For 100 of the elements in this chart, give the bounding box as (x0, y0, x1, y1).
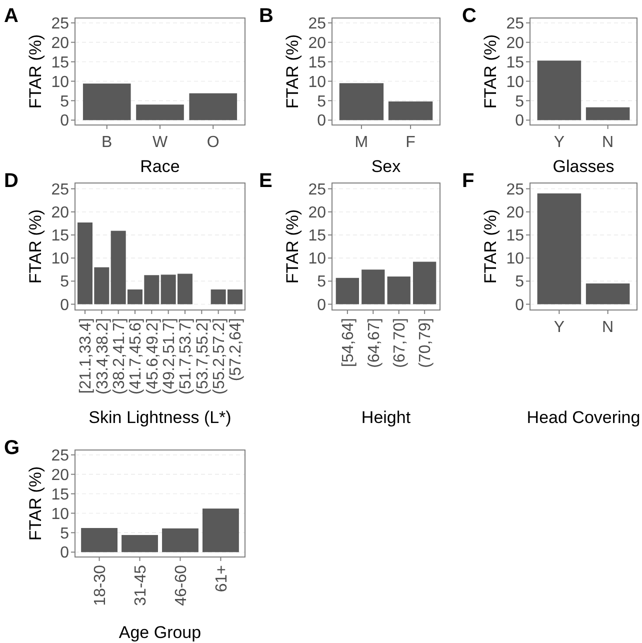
y-tick-label: 10 (51, 74, 70, 91)
y-tick-label: 10 (506, 250, 524, 268)
y-tick-label: 15 (51, 486, 70, 504)
y-tick-label: 5 (317, 274, 326, 291)
x-tick-label: 18-30 (92, 564, 109, 606)
x-tick-label: (49.2,51.7] (160, 318, 178, 394)
x-axis-title: Skin Lightness (L*) (88, 408, 232, 427)
y-tick-label: 15 (506, 228, 524, 245)
y-tick-label: 0 (60, 296, 70, 314)
bar (387, 276, 410, 304)
chart-title: G (4, 437, 20, 459)
y-tick-label: 10 (308, 74, 326, 91)
y-tick-label: 15 (51, 54, 70, 72)
y-tick-label: 20 (308, 34, 326, 52)
x-tick-label: (45.6,49.2] (144, 318, 162, 394)
y-axis-title: FTAR (%) (26, 466, 45, 541)
x-tick-label: 31-45 (132, 564, 150, 606)
x-axis-title: Glasses (552, 157, 614, 176)
chart-title: D (4, 170, 18, 192)
x-axis-title: Head Covering (526, 408, 640, 427)
chart-title: B (259, 5, 274, 27)
x-tick-label: [21.1,33.4] (78, 318, 95, 394)
bar (82, 84, 131, 120)
y-tick-label: 20 (51, 466, 70, 484)
x-tick-label: N (602, 134, 614, 151)
chart-title: C (462, 5, 476, 27)
y-tick-label: 10 (51, 506, 70, 523)
chart-title: F (462, 170, 474, 192)
x-tick-label: N (602, 319, 614, 336)
y-tick-label: 20 (51, 204, 70, 222)
y-tick-label: 25 (506, 181, 524, 198)
x-tick-label: M (354, 134, 368, 151)
y-axis-title: FTAR (%) (283, 209, 302, 284)
y-axis-title: FTAR (%) (283, 34, 302, 109)
x-tick-label: (41.7,45.6] (128, 318, 145, 394)
y-tick-label: 5 (60, 525, 70, 542)
x-tick-label: (70,79] (417, 318, 434, 368)
y-axis-title: FTAR (%) (26, 34, 45, 109)
y-axis-title: FTAR (%) (481, 34, 500, 109)
chart-title: E (259, 170, 272, 192)
y-tick-label: 15 (506, 54, 524, 72)
y-tick-label: 25 (308, 181, 326, 198)
x-tick-label: F (406, 134, 416, 151)
y-tick-label: 20 (51, 34, 70, 52)
x-tick-label: W (152, 134, 168, 151)
x-axis-title: Race (140, 157, 180, 176)
bar (336, 278, 359, 304)
x-tick-label: Y (554, 134, 565, 151)
x-axis-title: Height (361, 408, 411, 427)
x-tick-label: (67,70] (391, 318, 408, 368)
x-tick-label: (38.2,41.7] (110, 318, 128, 394)
chart-title: A (4, 5, 18, 27)
bar (413, 262, 436, 304)
x-tick-label: (64,67] (366, 318, 383, 368)
y-tick-label: 5 (515, 93, 524, 110)
bar (189, 93, 238, 120)
x-axis-title: Sex (371, 157, 402, 176)
y-tick-label: 20 (506, 34, 524, 52)
bar (162, 528, 198, 552)
y-tick-label: 10 (506, 74, 524, 91)
x-tick-label: (53.7,55.2] (194, 318, 212, 394)
y-tick-label: 0 (60, 544, 70, 562)
y-tick-label: 15 (308, 228, 326, 245)
x-tick-label: 61+ (213, 565, 230, 592)
y-tick-label: 5 (60, 274, 70, 291)
x-tick-label: B (102, 134, 112, 151)
y-tick-label: 0 (317, 296, 326, 314)
y-tick-label: 0 (515, 296, 524, 314)
y-tick-label: 15 (51, 228, 70, 245)
y-tick-label: 10 (308, 250, 326, 268)
x-tick-label: (55.2,57.2] (210, 318, 228, 394)
bar (122, 535, 158, 552)
y-tick-label: 25 (51, 447, 70, 464)
x-tick-label: (33.4,38.2] (94, 318, 112, 394)
y-tick-label: 0 (317, 112, 326, 130)
y-tick-label: 5 (317, 93, 326, 110)
y-tick-label: 25 (506, 15, 524, 32)
y-tick-label: 10 (51, 250, 70, 268)
bar (81, 528, 118, 552)
x-tick-label: 46-60 (172, 564, 190, 606)
y-tick-label: 5 (60, 93, 70, 110)
bar (362, 270, 385, 304)
x-tick-label: Y (554, 319, 565, 336)
bar (202, 508, 239, 552)
y-tick-label: 25 (51, 15, 70, 32)
y-tick-label: 0 (515, 112, 524, 130)
x-tick-label: O (206, 134, 220, 151)
y-axis-title: FTAR (%) (26, 209, 45, 284)
y-tick-label: 20 (308, 204, 326, 222)
y-tick-label: 25 (51, 181, 70, 198)
y-tick-label: 15 (308, 54, 326, 72)
x-tick-label: (57.2,64] (228, 318, 245, 382)
y-tick-label: 5 (515, 274, 524, 291)
y-tick-label: 20 (506, 204, 524, 222)
x-axis-title: Age Group (118, 623, 202, 642)
x-tick-label: (51.7,53.7] (178, 318, 195, 394)
y-axis-title: FTAR (%) (481, 209, 500, 284)
y-tick-label: 0 (60, 112, 70, 130)
bar (136, 104, 184, 120)
x-tick-label: [54,64] (340, 318, 358, 367)
